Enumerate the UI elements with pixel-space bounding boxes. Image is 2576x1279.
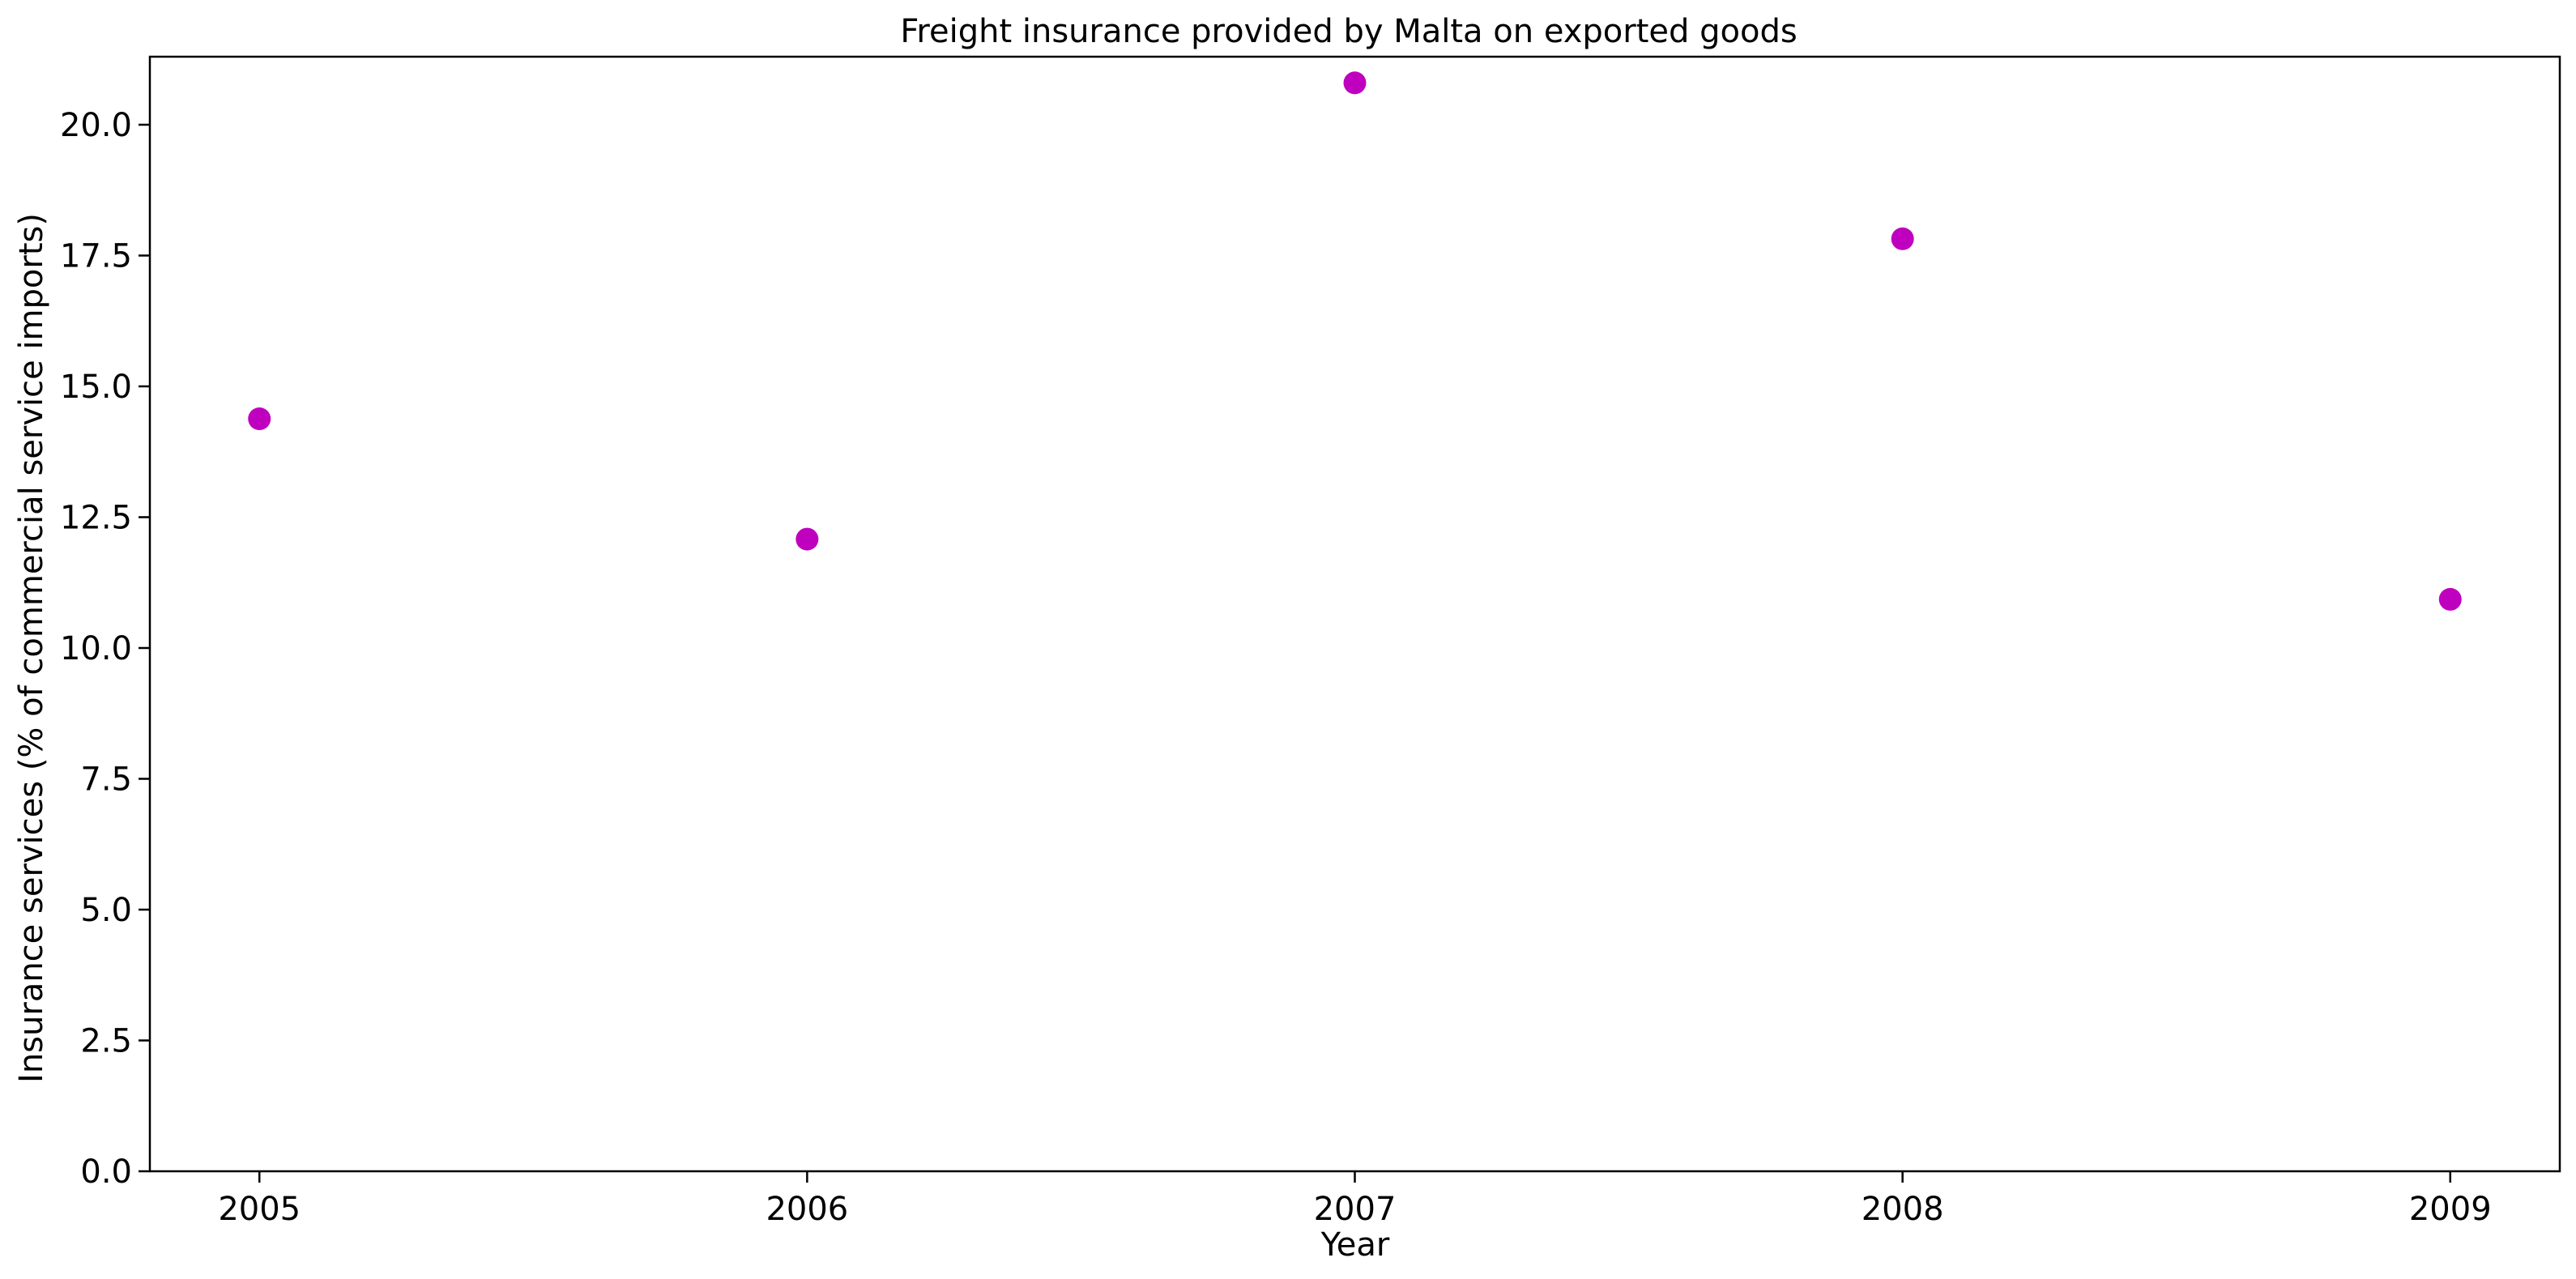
- data-point: [248, 407, 271, 431]
- y-tick-label: 7.5: [80, 761, 132, 798]
- y-tick-label: 0.0: [80, 1153, 132, 1191]
- data-points: [248, 71, 2462, 611]
- y-tick-label: 15.0: [60, 369, 132, 406]
- y-tick-label: 5.0: [80, 892, 132, 929]
- y-axis-label: Insurance services (% of commercial serv…: [13, 213, 50, 1083]
- y-axis: 0.0 2.5 5.0 7.5 10.0 12.5 15.0 17.5 20.0: [60, 107, 150, 1191]
- x-axis: 2005 2006 2007 2008 2009: [218, 1171, 2492, 1228]
- y-tick-label: 17.5: [60, 237, 132, 275]
- y-tick-label: 20.0: [60, 107, 132, 144]
- x-tick-label: 2007: [1314, 1191, 1397, 1228]
- plot-frame: [148, 55, 2561, 1173]
- x-tick-label: 2006: [766, 1191, 848, 1228]
- x-axis-label: Year: [1320, 1226, 1390, 1264]
- y-tick-label: 2.5: [80, 1022, 132, 1059]
- data-point: [1343, 71, 1367, 95]
- data-point: [2438, 587, 2462, 611]
- x-tick-label: 2009: [2409, 1191, 2492, 1228]
- y-tick-label: 10.0: [60, 630, 132, 667]
- x-tick-label: 2005: [218, 1191, 301, 1228]
- data-point: [795, 527, 819, 551]
- chart-title: Freight insurance provided by Malta on e…: [900, 13, 1797, 50]
- y-tick-label: 12.5: [60, 499, 132, 536]
- x-tick-label: 2008: [1862, 1191, 1944, 1228]
- data-point: [1891, 227, 1914, 250]
